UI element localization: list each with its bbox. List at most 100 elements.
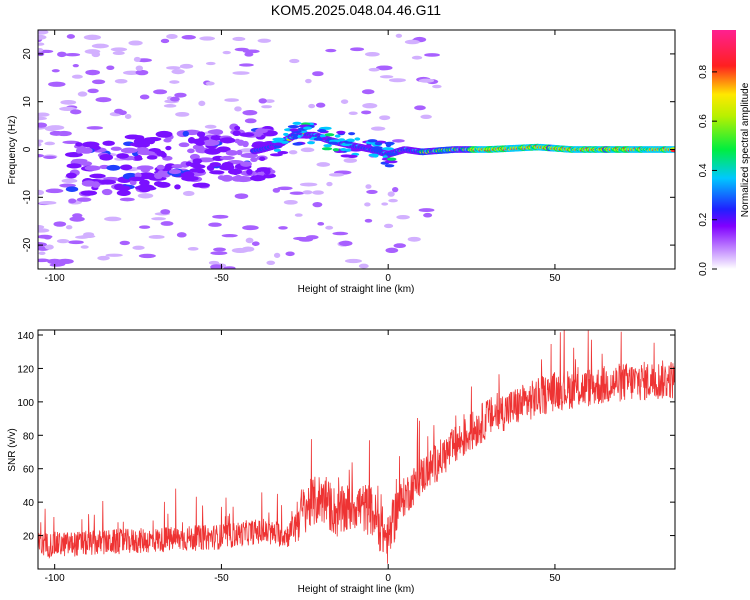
spectrogram-cell xyxy=(112,51,125,55)
spectrogram-cell xyxy=(38,200,57,205)
spectrogram-x-tick-label: -100 xyxy=(45,273,65,284)
spectrogram-cell xyxy=(285,251,295,257)
spectrogram-cell xyxy=(273,145,281,149)
colorbar-ticks: 0.0 0.2 0.4 0.6 0.8 xyxy=(698,64,717,276)
spectrogram-cell xyxy=(432,84,442,89)
spectrogram-cell xyxy=(364,52,380,57)
spectrogram-cell xyxy=(292,136,299,140)
spectrogram-cell xyxy=(134,154,143,161)
spectrogram-cell xyxy=(346,138,355,142)
spectrogram-cell xyxy=(45,188,64,194)
spectrogram-cell xyxy=(204,148,221,155)
spectrogram-cell xyxy=(289,191,305,195)
spectrogram-cell xyxy=(182,130,189,137)
spectrogram-cell xyxy=(261,105,273,109)
snr-y-tick-label: 80 xyxy=(23,431,35,442)
spectrogram-cell xyxy=(423,212,433,218)
spectrogram-cell xyxy=(374,142,383,146)
spectrogram-cell xyxy=(147,138,156,145)
spectrogram-cell xyxy=(138,253,156,259)
spectrogram-cell xyxy=(345,148,352,152)
spectrogram-cell xyxy=(219,155,235,160)
snr-y-label: SNR (v/v) xyxy=(7,428,18,471)
spectrogram-cell xyxy=(49,130,64,136)
spectrogram-cell xyxy=(148,235,165,239)
spectrogram-cell xyxy=(221,233,238,238)
spectrogram-cell xyxy=(383,223,394,229)
spectrogram-cell xyxy=(287,124,300,129)
spectrogram-cell xyxy=(217,175,226,180)
spectrogram-cell xyxy=(128,176,145,182)
spectrogram-cell xyxy=(208,260,220,265)
spectrogram-cell xyxy=(393,243,406,249)
spectrogram-cell xyxy=(242,110,258,116)
spectrogram-cell xyxy=(312,190,324,195)
spectrogram-cell xyxy=(95,97,112,103)
spectrogram-cell xyxy=(38,154,44,158)
spectrogram-cell xyxy=(239,132,255,137)
spectrogram-cell xyxy=(255,128,268,134)
spectrogram-cell xyxy=(135,65,144,71)
spectrogram-cell xyxy=(128,40,143,46)
spectrogram-cell xyxy=(272,137,285,141)
spectrogram-y-tick-label: 10 xyxy=(22,96,33,108)
spectrogram-cell xyxy=(160,209,171,215)
spectrogram-cell xyxy=(670,149,675,153)
spectrogram-cell xyxy=(411,55,423,60)
spectrogram-cell xyxy=(44,244,54,250)
spectrogram-cell xyxy=(105,253,123,257)
spectrogram-cell xyxy=(221,161,234,169)
colorbar-tick-label: 0.6 xyxy=(698,114,709,128)
spectrogram-cell xyxy=(386,157,397,161)
spectrogram-cell xyxy=(300,147,315,153)
spectrogram-cell xyxy=(234,193,249,199)
spectrogram-cell xyxy=(68,198,77,204)
spectrogram-cell xyxy=(264,99,275,103)
spectrogram-cell xyxy=(168,169,182,175)
spectrogram-cell xyxy=(116,153,129,159)
spectrogram-cell xyxy=(160,38,170,44)
snr-y-tick-label: 120 xyxy=(17,364,34,375)
spectrogram-cell xyxy=(379,115,391,121)
spectrogram-cell xyxy=(205,61,216,66)
spectrogram-cell xyxy=(232,36,246,41)
spectrogram-cell xyxy=(195,140,205,146)
spectrogram-heatmap xyxy=(38,30,675,269)
spectrogram-cell xyxy=(232,130,241,137)
snr-y-axis: 20 40 60 80 100 120 140 xyxy=(17,331,675,543)
spectrogram-cell xyxy=(251,241,260,246)
spectrogram-cell xyxy=(38,251,46,255)
spectrogram-cell xyxy=(60,99,77,105)
spectrogram-cell xyxy=(160,221,174,226)
spectrogram-cell xyxy=(292,121,302,125)
spectrogram-cell xyxy=(139,186,157,191)
spectrogram-cell xyxy=(208,222,222,227)
spectrogram-cell xyxy=(381,147,394,151)
spectrogram-cell xyxy=(365,184,372,189)
spectrogram-cell xyxy=(418,208,435,213)
spectrogram-y-label: Frequency (Hz) xyxy=(7,116,18,185)
spectrogram-cell xyxy=(38,116,47,121)
spectrogram-cell xyxy=(83,232,95,237)
snr-series-line xyxy=(38,330,675,564)
spectrogram-cell xyxy=(38,42,45,46)
spectrogram-cell xyxy=(91,43,109,49)
spectrogram-cell xyxy=(373,149,383,153)
spectrogram-cell xyxy=(38,142,42,147)
spectrogram-cell xyxy=(312,71,324,77)
spectrogram-cell xyxy=(132,245,145,250)
spectrogram-cell xyxy=(66,34,76,39)
spectrogram-cell xyxy=(104,216,122,222)
spectrogram-y-tick-label: -10 xyxy=(22,190,33,205)
snr-x-tick-label: 50 xyxy=(549,573,561,584)
spectrogram-cell xyxy=(187,137,196,144)
spectrogram-cell xyxy=(166,33,178,39)
spectrogram-cell xyxy=(364,218,373,223)
spectrogram-cell xyxy=(61,178,78,183)
spectrogram-cell xyxy=(46,125,65,131)
spectrogram-cell xyxy=(86,126,104,130)
spectrogram-cell xyxy=(283,132,289,137)
spectrogram-cell xyxy=(120,147,138,154)
